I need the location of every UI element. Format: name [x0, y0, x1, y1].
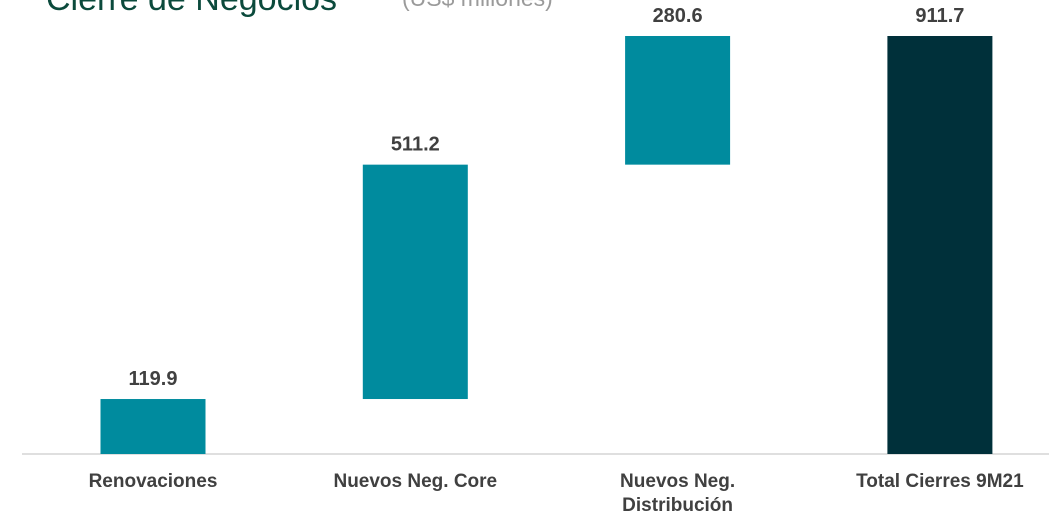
x-tick-label: Nuevos Neg. Distribución	[620, 471, 736, 516]
bar	[362, 164, 468, 400]
data-label: 511.2	[391, 134, 440, 156]
bar	[887, 36, 993, 454]
chart-title: Cierre de Negocios	[46, 0, 337, 18]
data-label: 119.9	[129, 368, 178, 390]
x-tick-label: Total Cierres 9M21	[856, 471, 1024, 492]
x-tick-label: Nuevos Neg. Core	[333, 471, 498, 492]
chart-subtitle: (US$ millones)	[402, 0, 553, 11]
data-label: 280.6	[653, 5, 703, 27]
bar	[625, 36, 731, 165]
bar	[100, 399, 206, 454]
x-tick-label: Renovaciones	[88, 471, 218, 492]
data-label: 911.7	[915, 5, 964, 27]
